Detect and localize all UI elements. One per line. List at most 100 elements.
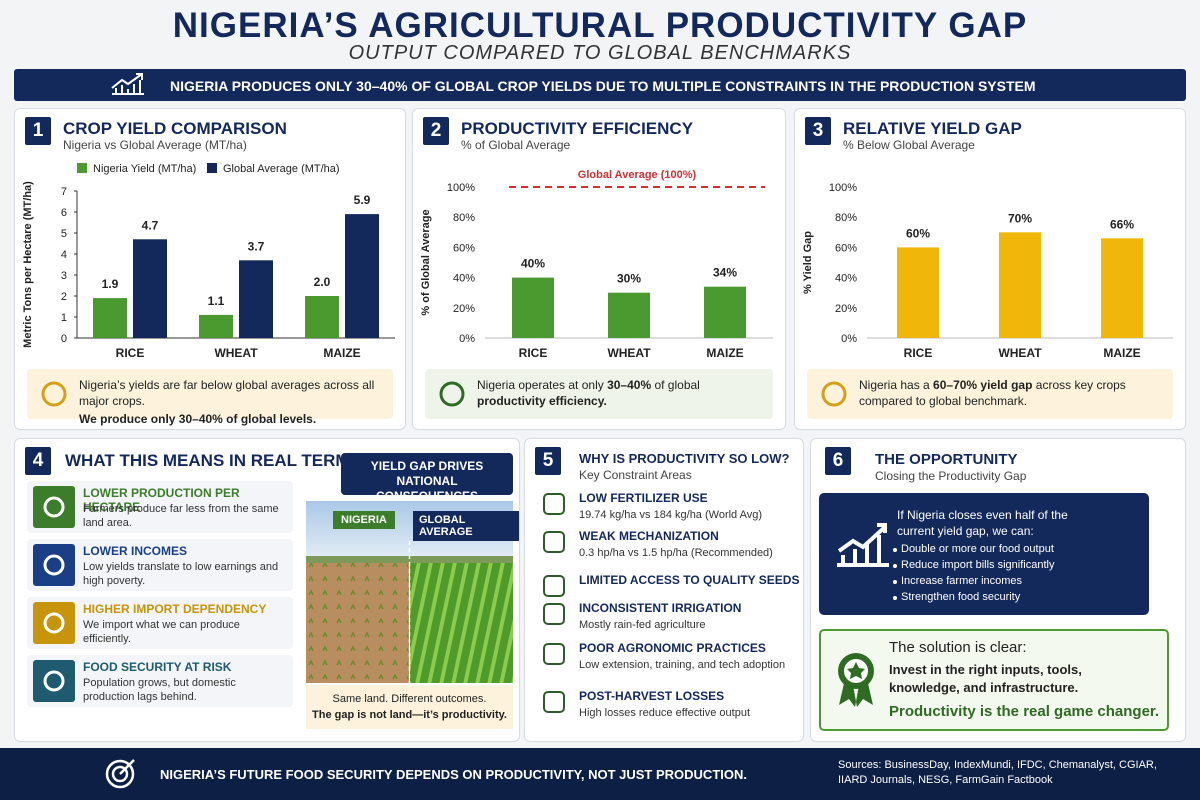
constraint-icon: [543, 691, 565, 713]
note-icon: [439, 381, 465, 407]
item-icon: [33, 660, 75, 702]
constraint-icon: [543, 643, 565, 665]
bar: [512, 277, 554, 338]
note-text: 60–70% yield gap: [933, 378, 1033, 392]
note-text: We produce only 30–40% of global levels.: [79, 412, 317, 426]
badge: 4: [25, 447, 51, 475]
constraint-icon: [543, 603, 565, 625]
y-tick-label: 80%: [453, 212, 475, 224]
chart: Metric Tons per Hectare (MT/ha) 0 1 2 3 4 5 6 7 N…: [22, 163, 395, 360]
item-title: FOOD SECURITY AT RISK: [83, 660, 232, 674]
consequences-panel: 4 WHAT THIS MEANS IN REAL TERMS YIELD GA…: [14, 438, 520, 742]
y-tick-label: 40%: [835, 273, 857, 285]
callout: YIELD GAP DRIVES NATIONAL CONSEQUENCES: [341, 453, 513, 503]
constraint-icon: [543, 575, 565, 597]
chart-title: CROP YIELD COMPARISON: [63, 119, 287, 138]
y-tick-label: 0%: [459, 333, 475, 345]
x-tick-label: WHEAT: [214, 346, 258, 360]
y-tick-label: 3: [61, 270, 67, 282]
bar: [608, 292, 650, 338]
reference-label: Global Average (100%): [578, 169, 697, 181]
icon-bg: [33, 602, 75, 644]
y-tick-label: 60%: [453, 242, 475, 254]
intro: If Nigeria closes even half of the curre…: [897, 508, 1068, 538]
note-text: across key crops compared to global benc…: [859, 378, 1126, 408]
target-icon: [105, 759, 135, 789]
caption-box: Same land. Different outcomes. The gap i…: [306, 685, 513, 729]
bullet: [893, 548, 897, 552]
consequence-item: FOOD SECURITY AT RISK Population grows, b…: [27, 655, 293, 707]
solution-text: Invest in the right inputs, tools, knowl…: [889, 662, 1082, 695]
constraint-detail: Low extension, training, and tech adopti…: [579, 659, 786, 671]
item-text: Population grows, but domestic productio…: [83, 677, 236, 703]
chart-panel: 3 RELATIVE YIELD GAP% Below Global Averag…: [794, 108, 1186, 430]
consequence-item: LOWER PRODUCTION PER HECTARE Farmers prod…: [27, 481, 293, 533]
icon-bg: [33, 544, 75, 586]
icon-glyph: [43, 612, 65, 634]
constraint-title: LOW FERTILIZER USE: [579, 491, 708, 505]
constraints-panel: 5 WHY IS PRODUCTIVITY SO LOW? Key Constr…: [524, 438, 804, 742]
note-text: Nigeria operates at only: [477, 378, 608, 392]
value-label: 1.9: [102, 277, 119, 291]
y-tick-label: 7: [61, 186, 67, 198]
note-box: Nigeria operates at only 30–40% of globa…: [425, 369, 773, 419]
award-icon: [838, 653, 874, 707]
constraint-title: POOR AGRONOMIC PRACTICES: [579, 641, 766, 655]
note-text: of global: [651, 378, 700, 392]
chart-subtitle: Nigeria vs Global Average (MT/ha): [63, 138, 247, 152]
icon-shape: [41, 381, 67, 407]
x-tick-label: WHEAT: [607, 346, 651, 360]
bar: [239, 260, 273, 338]
icon-glyph: [43, 670, 65, 692]
badge: 6: [825, 447, 851, 475]
item-text: Low yields translate to low earnings and…: [83, 561, 279, 587]
value-label: 30%: [617, 272, 641, 286]
icon-glyph: [543, 691, 565, 713]
legend-label: Global Average (MT/ha): [223, 163, 340, 175]
note-box: Nigeria has a 60–70% yield gap across ke…: [807, 369, 1173, 419]
y-tick-label: 0: [61, 333, 67, 345]
chart-subtitle: % Below Global Average: [843, 138, 975, 152]
bar: [704, 286, 746, 338]
constraint-title: INCONSISTENT IRRIGATION: [579, 601, 742, 615]
x-tick-label: MAIZE: [706, 346, 743, 360]
image-label: GLOBAL AVERAGE: [413, 511, 519, 541]
y-tick-label: 1: [61, 312, 67, 324]
item-title: LOWER INCOMES: [83, 544, 187, 558]
icon-glyph: [43, 496, 65, 518]
item-title: LOWER PRODUCTION PER HECTARE: [83, 486, 240, 514]
y-tick-label: 40%: [453, 273, 475, 285]
legend-label: Nigeria Yield (MT/ha): [93, 163, 196, 175]
chart-subtitle: % of Global Average: [461, 138, 571, 152]
bar: [345, 214, 379, 338]
item-text: Farmers produce far less from the same l…: [83, 503, 279, 529]
y-axis-label: Metric Tons per Hectare (MT/ha): [22, 181, 34, 348]
caption: Same land. Different outcomes.: [332, 693, 487, 705]
bullet: [893, 580, 897, 584]
x-tick-label: MAIZE: [1103, 346, 1140, 360]
constraint-title: POST-HARVEST LOSSES: [579, 689, 725, 703]
note-text: 30–40%: [607, 378, 652, 392]
footer: NIGERIA’S FUTURE FOOD SECURITY DEPENDS O…: [0, 748, 1200, 800]
consequence-item: LOWER INCOMES Low yields translate to low…: [27, 539, 293, 591]
value-label: 5.9: [354, 193, 371, 207]
value-label: 4.7: [142, 218, 159, 232]
legend-swatch: [207, 163, 217, 173]
y-tick-label: 4: [61, 249, 67, 261]
constraint-icon: [543, 531, 565, 553]
chart-panel: 2 PRODUCTIVITY EFFICIENCY% of Global Aver…: [412, 108, 786, 430]
note-text: Nigeria has a: [859, 378, 934, 392]
x-tick-label: WHEAT: [998, 346, 1042, 360]
icon-glyph: [543, 603, 565, 625]
note-text: productivity efficiency.: [477, 394, 607, 408]
icon-glyph: [43, 554, 65, 576]
chart-title: RELATIVE YIELD GAP: [843, 119, 1022, 138]
icon-bg: [33, 660, 75, 702]
benefit: Reduce import bills significantly: [901, 559, 1055, 571]
value-label: 66%: [1110, 217, 1134, 231]
panel-title: THE OPPORTUNITY: [875, 451, 1018, 468]
icon-glyph: [543, 575, 565, 597]
icon-glyph: [543, 643, 565, 665]
chart: % of Global Average 0% 20% 40% 60% 80% 100% Glo…: [420, 169, 773, 360]
note-icon: [41, 381, 67, 407]
